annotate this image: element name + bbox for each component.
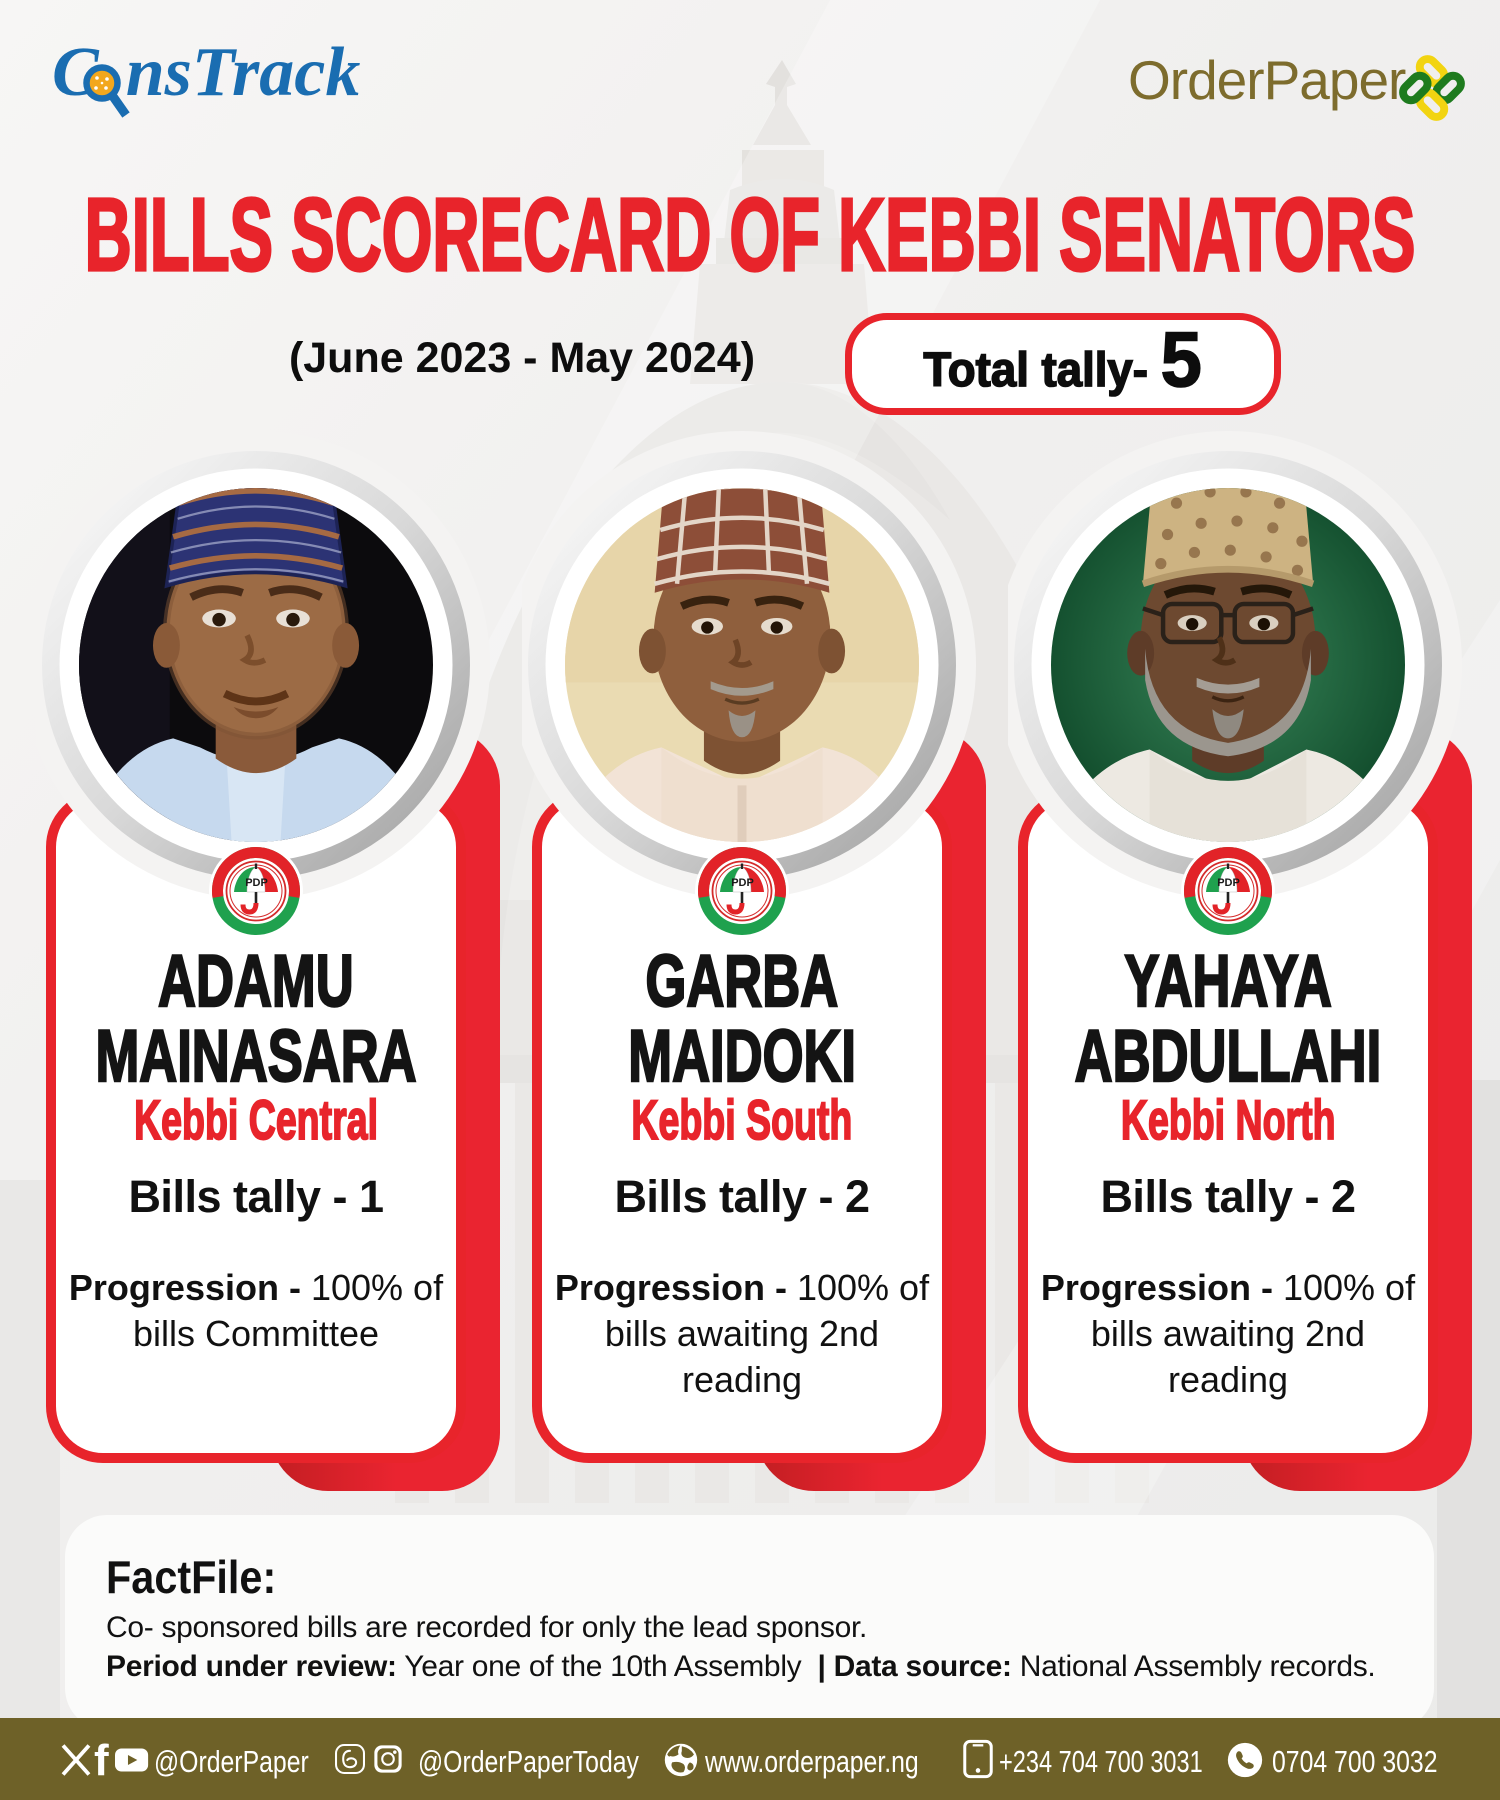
svg-text:PDP: PDP — [1217, 877, 1240, 889]
svg-text:PDP: PDP — [245, 877, 268, 889]
svg-text:PDP: PDP — [731, 877, 754, 889]
